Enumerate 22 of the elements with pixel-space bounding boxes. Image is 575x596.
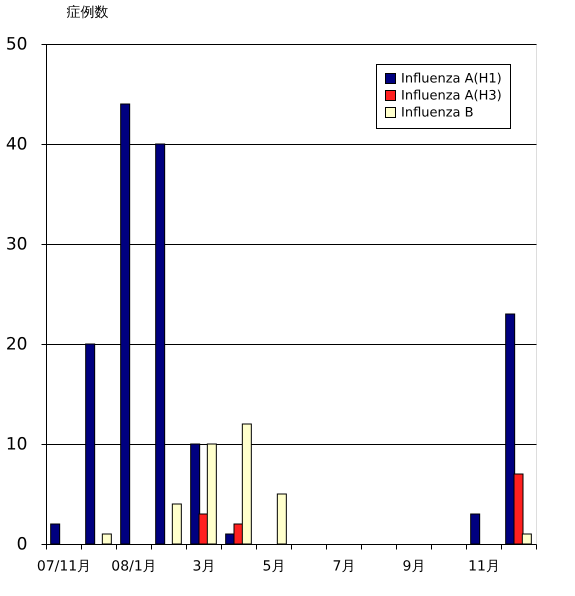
legend-label: Influenza B (401, 106, 474, 120)
y-tick-label: 30 (6, 234, 28, 254)
x-tick-label: 11月 (468, 558, 500, 574)
y-tick-label: 40 (6, 134, 28, 154)
x-tick-label: 7月 (332, 558, 356, 574)
y-axis-title: 症例数 (66, 4, 108, 20)
x-tick-label: 07/11月 (36, 558, 92, 574)
bar (102, 534, 112, 544)
y-tick-label: 0 (16, 534, 28, 554)
legend-label: Influenza A(H1) (401, 72, 502, 86)
y-tick-label: 20 (6, 334, 28, 354)
x-tick-label: 9月 (402, 558, 426, 574)
x-tick-label: 08/1月 (111, 558, 157, 574)
x-tick-label: 5月 (262, 558, 286, 574)
y-tick-label: 50 (6, 34, 28, 54)
y-tick-label: 10 (6, 434, 28, 454)
bar (470, 514, 480, 544)
bar (50, 524, 60, 544)
legend-label: Influenza A(H3) (401, 88, 502, 104)
x-tick-label: 3月 (192, 558, 216, 574)
bar (172, 504, 182, 544)
bar (276, 494, 287, 544)
